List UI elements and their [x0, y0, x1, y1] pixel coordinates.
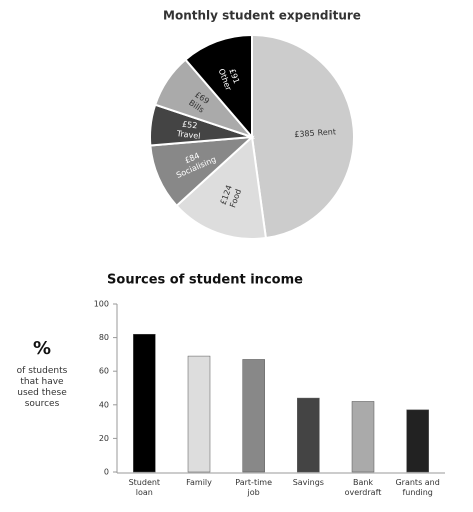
y-symbol: %: [33, 338, 51, 359]
x-tick-label: Family: [186, 478, 212, 487]
y-tick-label: 40: [99, 400, 109, 409]
slice-value-label: £52: [182, 119, 198, 130]
y-tick-label: 80: [99, 333, 109, 342]
pie-slice: [184, 33, 253, 140]
bar: [406, 409, 429, 473]
bar: [351, 401, 375, 473]
slice-category: Rent: [317, 127, 336, 137]
slice-label: £52Travel: [175, 119, 202, 141]
pie-slice: [251, 33, 355, 240]
x-tick-label: Savings: [292, 478, 324, 487]
y-tick-label: 60: [99, 367, 109, 376]
slice-value-label: £385: [294, 128, 315, 138]
x-tick-label: Part-time job: [235, 478, 273, 497]
slice-category: Travel: [175, 128, 201, 140]
y-label: of students that have used these sources: [16, 366, 68, 409]
bar: [133, 333, 156, 473]
y-tick-label: 100: [94, 300, 109, 309]
bar: [187, 355, 211, 473]
bar: [242, 359, 265, 473]
pie-slice: [175, 134, 268, 240]
x-tick-label: Grants and funding: [395, 478, 440, 497]
x-tick-label: Bank overdraft: [344, 478, 382, 497]
y-tick-label: 0: [104, 468, 109, 477]
y-tick-label: 20: [99, 434, 109, 443]
bar-title: Sources of student income: [107, 273, 303, 288]
x-tick-label: Student loan: [128, 478, 161, 497]
pie-title: Monthly student expenditure: [163, 9, 361, 23]
slice-label: £385 Rent: [294, 127, 336, 139]
bar: [297, 397, 320, 473]
